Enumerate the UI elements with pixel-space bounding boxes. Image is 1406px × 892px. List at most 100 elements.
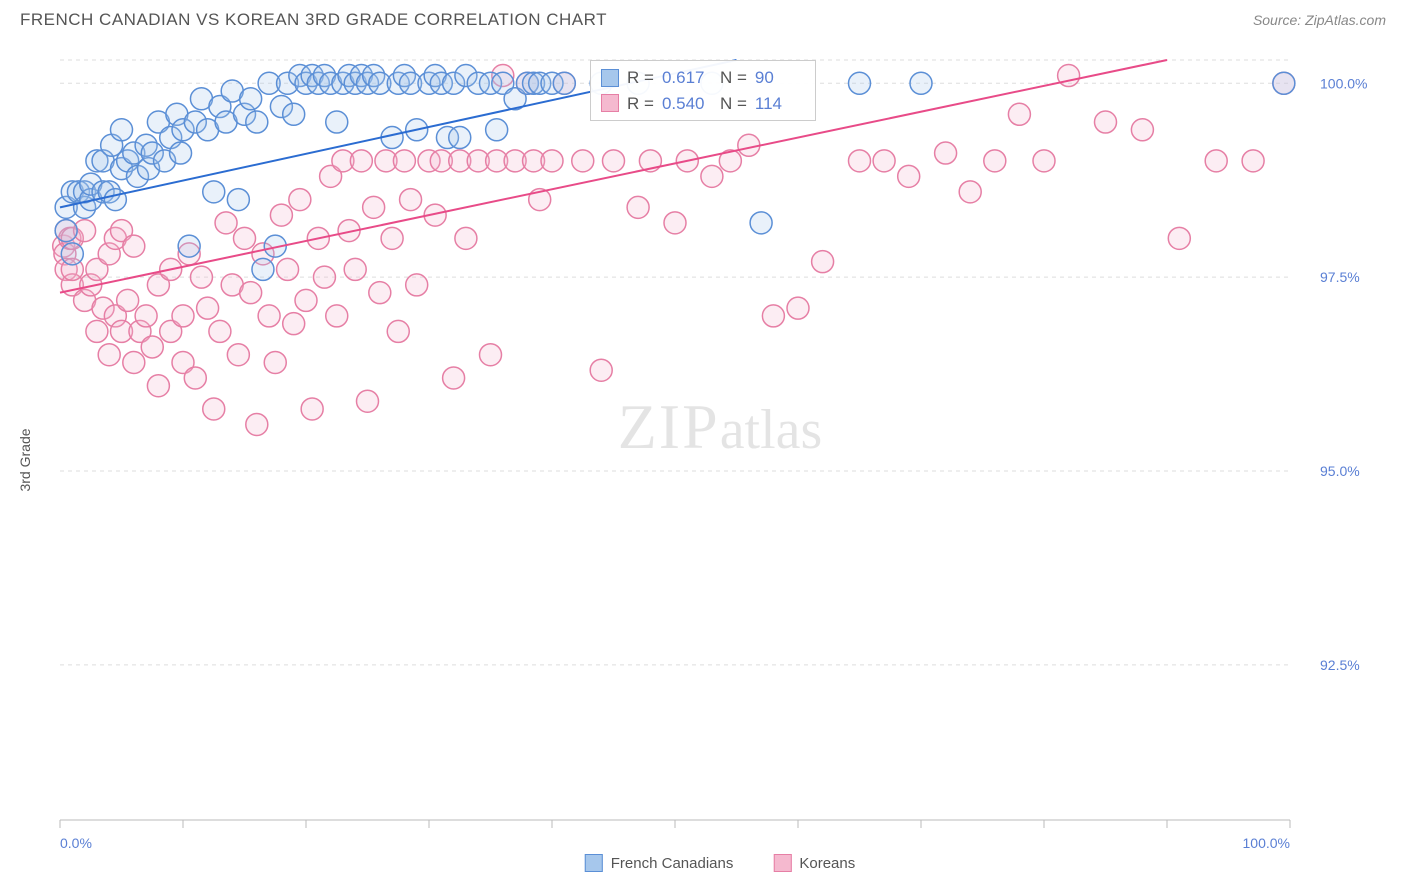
data-point bbox=[270, 204, 292, 226]
data-point bbox=[449, 127, 471, 149]
data-point bbox=[197, 297, 219, 319]
data-point bbox=[1168, 227, 1190, 249]
data-point bbox=[572, 150, 594, 172]
data-point bbox=[178, 235, 200, 257]
legend-swatch bbox=[773, 854, 791, 872]
data-point bbox=[1242, 150, 1264, 172]
legend-swatch bbox=[601, 94, 619, 112]
data-point bbox=[147, 375, 169, 397]
data-point bbox=[701, 165, 723, 187]
source-label: Source: ZipAtlas.com bbox=[1253, 12, 1386, 28]
data-point bbox=[264, 351, 286, 373]
data-point bbox=[55, 220, 77, 242]
data-point bbox=[123, 351, 145, 373]
data-point bbox=[295, 289, 317, 311]
y-tick-label: 92.5% bbox=[1320, 657, 1360, 673]
chart-header: FRENCH CANADIAN VS KOREAN 3RD GRADE CORR… bbox=[0, 0, 1406, 40]
legend-swatch bbox=[585, 854, 603, 872]
legend-item: French Canadians bbox=[585, 854, 734, 872]
data-point bbox=[170, 142, 192, 164]
data-point bbox=[344, 258, 366, 280]
y-tick-label: 95.0% bbox=[1320, 463, 1360, 479]
data-point bbox=[849, 72, 871, 94]
data-point bbox=[1095, 111, 1117, 133]
data-point bbox=[190, 266, 212, 288]
data-point bbox=[86, 320, 108, 342]
data-point bbox=[486, 119, 508, 141]
data-point bbox=[1008, 103, 1030, 125]
stats-row: R = 0.540N = 114 bbox=[601, 91, 805, 117]
legend-item: Koreans bbox=[773, 854, 855, 872]
data-point bbox=[203, 181, 225, 203]
x-tick-label: 0.0% bbox=[60, 835, 92, 850]
data-point bbox=[553, 72, 575, 94]
data-point bbox=[172, 305, 194, 327]
data-point bbox=[313, 266, 335, 288]
r-label: R = bbox=[627, 91, 654, 117]
y-tick-label: 97.5% bbox=[1320, 269, 1360, 285]
legend-label: French Canadians bbox=[611, 855, 734, 872]
data-point bbox=[400, 189, 422, 211]
n-value: 114 bbox=[755, 91, 805, 117]
x-tick-label: 100.0% bbox=[1243, 835, 1290, 850]
data-point bbox=[117, 289, 139, 311]
data-point bbox=[1131, 119, 1153, 141]
data-point bbox=[873, 150, 895, 172]
data-point bbox=[258, 305, 280, 327]
data-point bbox=[234, 227, 256, 249]
data-point bbox=[910, 72, 932, 94]
data-point bbox=[227, 189, 249, 211]
data-point bbox=[301, 398, 323, 420]
data-point bbox=[750, 212, 772, 234]
data-point bbox=[1033, 150, 1055, 172]
data-point bbox=[1273, 72, 1295, 94]
data-point bbox=[363, 196, 385, 218]
data-point bbox=[387, 320, 409, 342]
data-point bbox=[252, 258, 274, 280]
data-point bbox=[898, 165, 920, 187]
data-point bbox=[959, 181, 981, 203]
data-point bbox=[603, 150, 625, 172]
data-point bbox=[141, 336, 163, 358]
chart-title: FRENCH CANADIAN VS KOREAN 3RD GRADE CORR… bbox=[20, 10, 607, 30]
data-point bbox=[240, 282, 262, 304]
data-point bbox=[369, 282, 391, 304]
data-point bbox=[664, 212, 686, 234]
r-label: R = bbox=[627, 65, 654, 91]
data-point bbox=[381, 227, 403, 249]
n-value: 90 bbox=[755, 65, 805, 91]
bottom-legend: French Canadians Koreans bbox=[585, 854, 855, 872]
data-point bbox=[111, 119, 133, 141]
data-point bbox=[240, 88, 262, 110]
data-point bbox=[326, 305, 348, 327]
data-point bbox=[590, 359, 612, 381]
chart-svg: 92.5% 95.0% 97.5% 100.0% 0.0% 100.0% bbox=[50, 50, 1390, 850]
data-point bbox=[184, 367, 206, 389]
data-point bbox=[455, 227, 477, 249]
data-point bbox=[104, 189, 126, 211]
data-point bbox=[541, 150, 563, 172]
data-point bbox=[357, 390, 379, 412]
chart-container: 3rd Grade 92.5%95.0%97.5%100.0%0.0%100.0… bbox=[50, 50, 1390, 870]
data-point bbox=[246, 111, 268, 133]
stats-legend: R = 0.617N = 90R = 0.540N = 114 bbox=[590, 60, 816, 121]
data-point bbox=[480, 344, 502, 366]
legend-swatch bbox=[601, 69, 619, 87]
data-point bbox=[215, 212, 237, 234]
data-point bbox=[246, 413, 268, 435]
data-point bbox=[984, 150, 1006, 172]
data-point bbox=[277, 258, 299, 280]
data-point bbox=[935, 142, 957, 164]
data-point bbox=[443, 367, 465, 389]
data-point bbox=[135, 305, 157, 327]
data-point bbox=[812, 251, 834, 273]
data-point bbox=[326, 111, 348, 133]
data-point bbox=[762, 305, 784, 327]
data-point bbox=[227, 344, 249, 366]
data-point bbox=[283, 313, 305, 335]
data-point bbox=[61, 243, 83, 265]
data-point bbox=[98, 344, 120, 366]
data-point bbox=[209, 320, 231, 342]
y-tick-label: 100.0% bbox=[1320, 75, 1367, 91]
data-point bbox=[283, 103, 305, 125]
